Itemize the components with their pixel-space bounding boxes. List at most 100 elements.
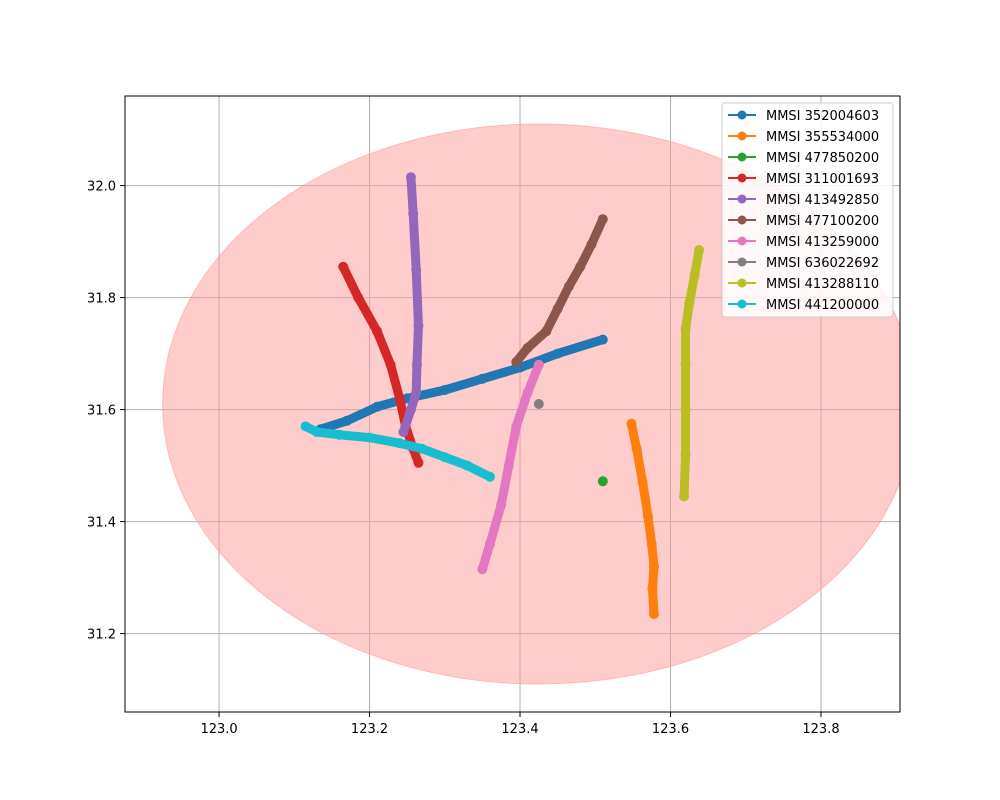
- legend-item: MMSI 477100200: [728, 214, 879, 229]
- series-layer: [300, 172, 705, 619]
- series-point: [413, 320, 424, 331]
- legend-item: MMSI 352004603: [728, 109, 879, 124]
- series-point: [353, 292, 364, 303]
- series-point: [413, 457, 424, 468]
- series-9: [679, 245, 705, 502]
- series-3: [597, 476, 608, 487]
- series-point: [398, 427, 409, 437]
- legend-swatch-marker: [737, 152, 747, 162]
- series-point: [496, 499, 507, 510]
- series-point: [533, 399, 544, 409]
- legend-item: MMSI 413288110: [728, 277, 879, 292]
- series-point: [411, 359, 422, 370]
- legend-item: MMSI 311001693: [728, 172, 879, 187]
- series-point: [394, 393, 405, 404]
- series-point: [334, 429, 345, 440]
- y-tick-label: 32.0: [87, 180, 116, 195]
- legend-label: MMSI 413259000: [766, 235, 879, 250]
- series-point: [631, 443, 642, 454]
- series-point: [646, 539, 657, 549]
- series-point: [439, 385, 450, 395]
- series-point: [477, 564, 488, 575]
- y-tick-label: 31.6: [87, 404, 116, 419]
- series-point: [680, 449, 691, 460]
- legend-item: MMSI 441200000: [728, 298, 879, 313]
- series-point: [372, 326, 383, 337]
- legend-swatch-marker: [737, 278, 747, 288]
- series-point: [300, 421, 311, 432]
- legend-frame: [721, 102, 894, 318]
- series-point: [552, 348, 563, 359]
- series-point: [484, 539, 495, 549]
- x-tick-label: 123.0: [200, 722, 237, 737]
- series-point: [680, 404, 691, 415]
- series-point: [503, 460, 514, 471]
- series-point: [626, 418, 637, 429]
- legend-label: MMSI 355534000: [766, 130, 879, 145]
- legend-item: MMSI 477850200: [728, 151, 879, 166]
- legend-label: MMSI 636022692: [766, 256, 879, 271]
- series-point: [511, 357, 522, 367]
- series-point: [647, 583, 658, 594]
- series-point: [533, 359, 544, 370]
- series-5: [398, 172, 424, 437]
- plot-frame: [124, 95, 901, 713]
- legend-swatch-marker: [737, 236, 747, 246]
- series-7: [477, 359, 544, 575]
- series-point: [511, 421, 522, 432]
- series-point: [338, 261, 349, 272]
- series-point: [597, 334, 608, 345]
- series-10: [300, 421, 495, 482]
- series-point: [586, 239, 597, 250]
- series-point: [411, 387, 422, 398]
- legend-swatch-marker: [737, 257, 747, 267]
- series-point: [408, 208, 419, 219]
- legend-item: MMSI 355534000: [728, 130, 879, 145]
- x-tick-label: 123.6: [652, 722, 689, 737]
- series-point: [522, 387, 533, 398]
- series-point: [341, 415, 352, 426]
- series-point: [484, 471, 495, 482]
- legend-label: MMSI 352004603: [766, 109, 879, 124]
- x-tick-label: 123.8: [802, 722, 839, 737]
- legend-label: MMSI 441200000: [766, 298, 879, 313]
- ticks: 123.0 123.2 123.4 123.6 123.8 31.2 31.4 31.6 31.…: [87, 180, 840, 737]
- series-point: [648, 561, 659, 572]
- series-point: [311, 427, 322, 437]
- series-2: [626, 418, 659, 619]
- series-point: [597, 476, 608, 487]
- series-point: [462, 460, 473, 471]
- series-point: [411, 264, 422, 275]
- series-point: [552, 303, 563, 314]
- legend-swatch-marker: [737, 299, 747, 309]
- y-tick-label: 31.4: [87, 516, 116, 531]
- series-point: [405, 404, 416, 415]
- series-point: [394, 438, 405, 449]
- series-point: [405, 172, 416, 183]
- y-tick-label: 31.2: [87, 628, 116, 643]
- series-point: [680, 323, 691, 334]
- series-point: [637, 477, 648, 488]
- legend-item: MMSI 413492850: [728, 193, 879, 208]
- series-point: [575, 261, 586, 272]
- legend-item: MMSI 636022692: [728, 256, 879, 271]
- series-point: [439, 452, 450, 463]
- series-point: [689, 270, 700, 281]
- series-point: [694, 245, 705, 255]
- series-point: [648, 609, 659, 619]
- legend-item: MMSI 413259000: [728, 235, 879, 250]
- legend-swatch-marker: [737, 215, 747, 225]
- legend: MMSI 352004603 MMSI 355534000 MMSI 4778502…: [721, 102, 894, 318]
- y-tick-label: 31.8: [87, 292, 116, 307]
- series-point: [477, 373, 488, 384]
- legend-label: MMSI 413492850: [766, 193, 879, 208]
- series-point: [385, 359, 396, 370]
- series-point: [642, 511, 653, 521]
- series-point: [679, 491, 690, 502]
- series-6: [511, 214, 608, 367]
- series-point: [417, 443, 428, 454]
- x-tick-label: 123.2: [351, 722, 388, 737]
- series-point: [680, 359, 691, 370]
- legend-swatch-marker: [737, 131, 747, 141]
